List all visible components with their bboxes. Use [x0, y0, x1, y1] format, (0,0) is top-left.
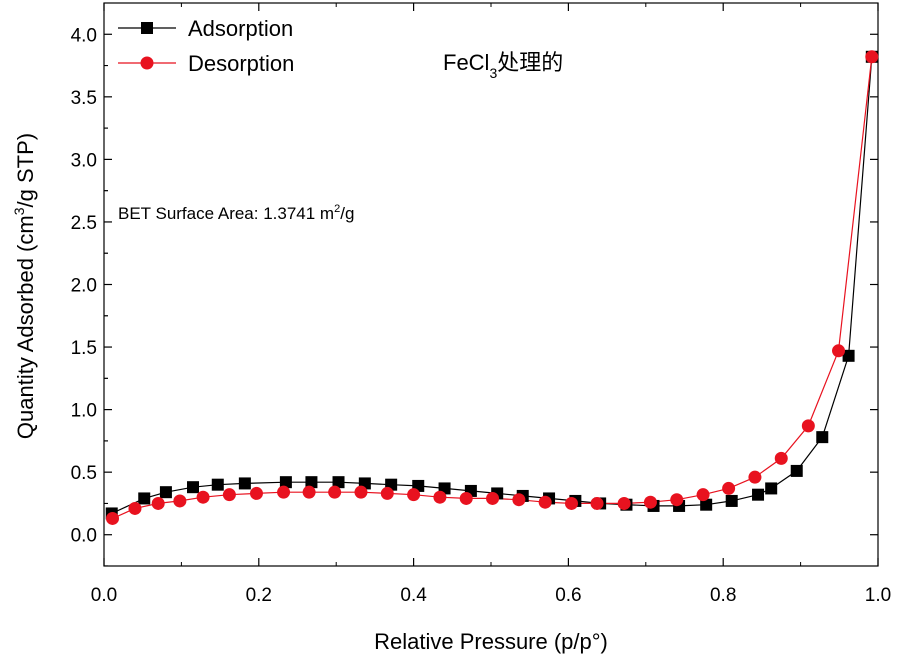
- y-tick-label: 0.5: [71, 463, 97, 484]
- series-markers: [105, 50, 879, 525]
- sample-annotation-subscript: 3: [489, 65, 497, 81]
- data-point-desorption: [249, 486, 263, 500]
- sample-annotation: FeCl3处理的: [443, 50, 563, 81]
- bet-annotation-superscript: 2: [334, 203, 340, 215]
- x-tick-label: 0.8: [710, 585, 736, 606]
- sample-annotation-tail: 处理的: [497, 50, 563, 75]
- y-axis-label-tail: /g STP): [13, 133, 38, 208]
- data-point-desorption: [696, 488, 710, 502]
- data-point-adsorption: [752, 488, 765, 501]
- series-lines: [111, 56, 873, 520]
- sample-annotation-main: FeCl: [443, 50, 489, 75]
- data-point-adsorption: [159, 486, 172, 499]
- x-tick-label: 1.0: [865, 585, 891, 606]
- data-point-adsorption: [790, 464, 803, 477]
- bet-annotation-main: BET Surface Area: 1.3741 m: [118, 204, 334, 223]
- bet-annotation: BET Surface Area: 1.3741 m2/g: [118, 203, 354, 223]
- data-point-desorption: [196, 490, 210, 504]
- data-point-desorption: [590, 496, 604, 510]
- data-point-desorption: [722, 481, 736, 495]
- series-line-desorption: [112, 56, 873, 520]
- data-point-desorption: [277, 485, 291, 499]
- y-tick-label: 1.5: [71, 338, 97, 359]
- data-point-desorption: [801, 419, 815, 433]
- data-point-adsorption: [816, 431, 829, 444]
- data-point-adsorption: [725, 494, 738, 507]
- x-tick-label: 0.6: [555, 585, 581, 606]
- data-point-desorption: [222, 488, 236, 502]
- data-point-adsorption: [187, 481, 200, 494]
- series-line-adsorption: [111, 56, 873, 515]
- bet-annotation-tail: /g: [340, 204, 354, 223]
- data-point-desorption: [564, 496, 578, 510]
- y-tick-label: 1.0: [71, 401, 97, 422]
- y-axis-label: Quantity Adsorbed (cm3/g STP): [11, 133, 38, 439]
- data-point-desorption: [538, 495, 552, 509]
- data-point-desorption: [328, 485, 342, 499]
- data-point-desorption: [486, 491, 500, 505]
- data-point-desorption: [128, 501, 142, 515]
- data-point-adsorption: [138, 492, 151, 505]
- axis-ticks: 0.0 0.2 0.4 0.6 0.8 1.0 0.0 0.5 1.0 1.5 2.0 2.5 3.0 3…: [71, 2, 891, 606]
- data-point-desorption: [459, 491, 473, 505]
- y-axis-label-superscript: 3: [11, 207, 27, 215]
- y-tick-label: 2.5: [71, 213, 97, 234]
- legend-label-adsorption: Adsorption: [188, 16, 293, 41]
- data-point-desorption: [865, 50, 879, 64]
- data-point-desorption: [106, 511, 120, 525]
- data-point-desorption: [151, 496, 165, 510]
- x-tick-label: 0.4: [400, 585, 427, 606]
- data-point-adsorption: [700, 498, 713, 511]
- data-point-adsorption: [765, 482, 778, 495]
- data-point-adsorption: [238, 477, 251, 490]
- data-point-desorption: [512, 493, 526, 507]
- data-point-desorption: [748, 470, 762, 484]
- legend-label-desorption: Desorption: [188, 51, 294, 76]
- data-point-desorption: [302, 485, 316, 499]
- data-point-desorption: [643, 495, 657, 509]
- legend-marker-desorption: [140, 56, 154, 70]
- data-point-adsorption: [305, 476, 318, 489]
- data-point-desorption: [832, 344, 846, 358]
- data-point-desorption: [173, 494, 187, 508]
- data-point-desorption: [380, 486, 394, 500]
- y-axis-label-main: Quantity Adsorbed (cm: [13, 215, 38, 439]
- data-point-desorption: [617, 496, 631, 510]
- data-point-adsorption: [279, 476, 292, 489]
- legend-marker-adsorption: [141, 22, 153, 34]
- y-tick-label: 4.0: [71, 25, 97, 46]
- data-point-desorption: [774, 451, 788, 465]
- y-tick-label: 0.0: [71, 526, 97, 547]
- data-point-desorption: [407, 488, 421, 502]
- data-point-desorption: [433, 490, 447, 504]
- data-point-desorption: [354, 485, 368, 499]
- y-tick-label: 3.5: [71, 88, 97, 109]
- data-point-adsorption: [332, 476, 345, 489]
- y-tick-label: 2.0: [71, 276, 97, 297]
- y-tick-label: 3.0: [71, 150, 97, 171]
- data-point-adsorption: [211, 478, 224, 491]
- data-point-adsorption: [842, 349, 855, 362]
- data-point-desorption: [670, 493, 684, 507]
- legend: Adsorption Desorption: [118, 16, 294, 76]
- x-tick-label: 0.2: [246, 585, 272, 606]
- x-axis-label: Relative Pressure (p/p°): [374, 629, 608, 654]
- x-tick-label: 0.0: [91, 585, 117, 606]
